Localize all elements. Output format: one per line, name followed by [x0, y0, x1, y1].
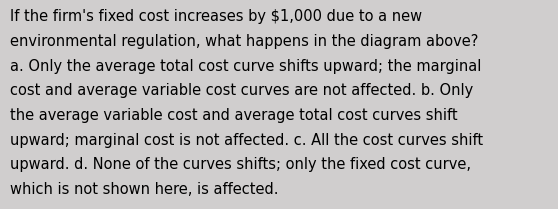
Text: which is not shown here, is affected.: which is not shown here, is affected. [10, 182, 278, 197]
Text: the average variable cost and average total cost curves shift: the average variable cost and average to… [10, 108, 458, 123]
Text: a. Only the average total cost curve shifts upward; the marginal: a. Only the average total cost curve shi… [10, 59, 482, 74]
Text: upward; marginal cost is not affected. c. All the cost curves shift: upward; marginal cost is not affected. c… [10, 133, 483, 148]
Text: cost and average variable cost curves are not affected. b. Only: cost and average variable cost curves ar… [10, 83, 473, 98]
Text: environmental regulation, what happens in the diagram above?: environmental regulation, what happens i… [10, 34, 478, 49]
Text: If the firm's fixed cost increases by $1,000 due to a new: If the firm's fixed cost increases by $1… [10, 9, 422, 24]
Text: upward. d. None of the curves shifts; only the fixed cost curve,: upward. d. None of the curves shifts; on… [10, 157, 471, 172]
